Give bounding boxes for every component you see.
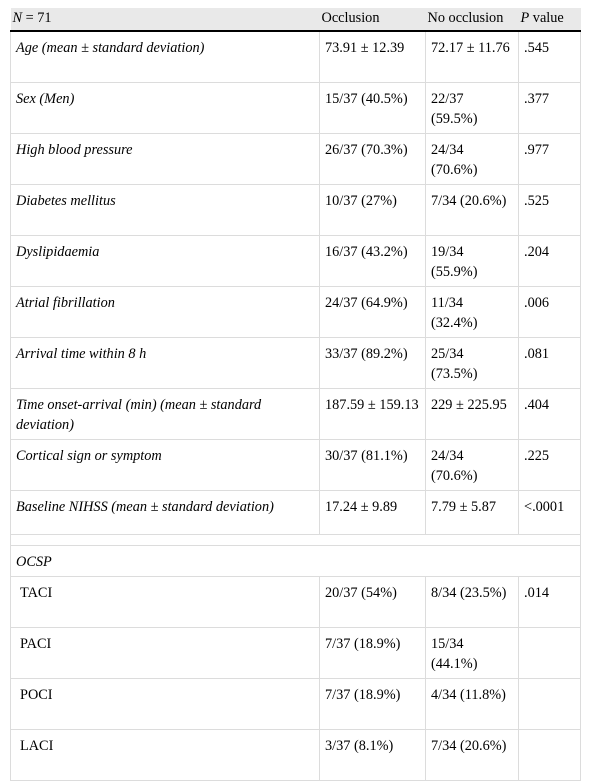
row-label: High blood pressure: [10, 132, 320, 185]
table-row: PACI 7/37 (18.9%) 15/34 (44.1%): [10, 626, 581, 679]
p-value: [518, 626, 581, 679]
p-value: .225: [518, 438, 581, 491]
p-value: <.0001: [518, 489, 581, 535]
p-value: .081: [518, 336, 581, 389]
header-no-occlusion: No occlusion: [425, 8, 519, 32]
row-label: Cortical sign or symptom: [10, 438, 320, 491]
no-occlusion-value: 15/34 (44.1%): [425, 626, 519, 679]
table-row: Atrial fibrillation 24/37 (64.9%) 11/34 …: [10, 285, 581, 338]
no-occlusion-value: 4/34 (11.8%): [425, 677, 519, 730]
p-value: .545: [518, 30, 581, 83]
p-value: .525: [518, 183, 581, 236]
row-label: LACI: [10, 728, 320, 781]
row-label: Sex (Men): [10, 81, 320, 134]
occlusion-value: 24/37 (64.9%): [319, 285, 426, 338]
occlusion-value: 10/37 (27%): [319, 183, 426, 236]
no-occlusion-value: 22/37 (59.5%): [425, 81, 519, 134]
p-value: .014: [518, 575, 581, 628]
results-table: N = 71 Occlusion No occlusion P value Ag…: [10, 8, 581, 781]
occlusion-value: 17.24 ± 9.89: [319, 489, 426, 535]
p-value: [518, 728, 581, 781]
row-label: Diabetes mellitus: [10, 183, 320, 236]
occlusion-value: 30/37 (81.1%): [319, 438, 426, 491]
no-occlusion-value: 7/34 (20.6%): [425, 728, 519, 781]
row-label: Dyslipidaemia: [10, 234, 320, 287]
row-label: TACI: [10, 575, 320, 628]
table-row: Cortical sign or symptom 30/37 (81.1%) 2…: [10, 438, 581, 491]
row-label: PACI: [10, 626, 320, 679]
row-label: POCI: [10, 677, 320, 730]
occlusion-value: 15/37 (40.5%): [319, 81, 426, 134]
no-occlusion-value: 19/34 (55.9%): [425, 234, 519, 287]
table-row: Sex (Men) 15/37 (40.5%) 22/37 (59.5%) .3…: [10, 81, 581, 134]
occlusion-value: 7/37 (18.9%): [319, 677, 426, 730]
table-row: Baseline NIHSS (mean ± standard deviatio…: [10, 489, 581, 535]
no-occlusion-value: 8/34 (23.5%): [425, 575, 519, 628]
occlusion-value: 7/37 (18.9%): [319, 626, 426, 679]
section-row: OCSP: [10, 544, 581, 577]
table-row: Arrival time within 8 h 33/37 (89.2%) 25…: [10, 336, 581, 389]
no-occlusion-value: 24/34 (70.6%): [425, 132, 519, 185]
p-value: .204: [518, 234, 581, 287]
p-value: .404: [518, 387, 581, 440]
no-occlusion-value: 7.79 ± 5.87: [425, 489, 519, 535]
row-label: Atrial fibrillation: [10, 285, 320, 338]
spacer-cell: [10, 533, 581, 546]
section-title: OCSP: [10, 544, 581, 577]
occlusion-value: 187.59 ± 159.13: [319, 387, 426, 440]
no-occlusion-value: 24/34 (70.6%): [425, 438, 519, 491]
table-row: Age (mean ± standard deviation) 73.91 ± …: [10, 30, 581, 83]
table-row: Diabetes mellitus 10/37 (27%) 7/34 (20.6…: [10, 183, 581, 236]
table-row: Dyslipidaemia 16/37 (43.2%) 19/34 (55.9%…: [10, 234, 581, 287]
table-row: LACI 3/37 (8.1%) 7/34 (20.6%): [10, 728, 581, 781]
row-label: Arrival time within 8 h: [10, 336, 320, 389]
occlusion-value: 73.91 ± 12.39: [319, 30, 426, 83]
occlusion-value: 16/37 (43.2%): [319, 234, 426, 287]
no-occlusion-value: 72.17 ± 11.76: [425, 30, 519, 83]
header-p-value: P value: [518, 8, 581, 32]
p-value: .006: [518, 285, 581, 338]
row-label: Age (mean ± standard deviation): [10, 30, 320, 83]
no-occlusion-value: 229 ± 225.95: [425, 387, 519, 440]
row-label: Baseline NIHSS (mean ± standard deviatio…: [10, 489, 320, 535]
p-value: .377: [518, 81, 581, 134]
p-value: .977: [518, 132, 581, 185]
no-occlusion-value: 25/34 (73.5%): [425, 336, 519, 389]
table-row: POCI 7/37 (18.9%) 4/34 (11.8%): [10, 677, 581, 730]
header-n: N = 71: [10, 8, 320, 32]
no-occlusion-value: 11/34 (32.4%): [425, 285, 519, 338]
occlusion-value: 20/37 (54%): [319, 575, 426, 628]
header-occlusion: Occlusion: [319, 8, 426, 32]
occlusion-value: 3/37 (8.1%): [319, 728, 426, 781]
table-body: Age (mean ± standard deviation) 73.91 ± …: [10, 30, 581, 781]
occlusion-value: 33/37 (89.2%): [319, 336, 426, 389]
table-header: N = 71 Occlusion No occlusion P value: [10, 8, 581, 32]
no-occlusion-value: 7/34 (20.6%): [425, 183, 519, 236]
p-value: [518, 677, 581, 730]
spacer-row: [10, 533, 581, 546]
occlusion-value: 26/37 (70.3%): [319, 132, 426, 185]
table-row: TACI 20/37 (54%) 8/34 (23.5%) .014: [10, 575, 581, 628]
table-row: High blood pressure 26/37 (70.3%) 24/34 …: [10, 132, 581, 185]
row-label: Time onset-arrival (min) (mean ± standar…: [10, 387, 320, 440]
table-row: Time onset-arrival (min) (mean ± standar…: [10, 387, 581, 440]
